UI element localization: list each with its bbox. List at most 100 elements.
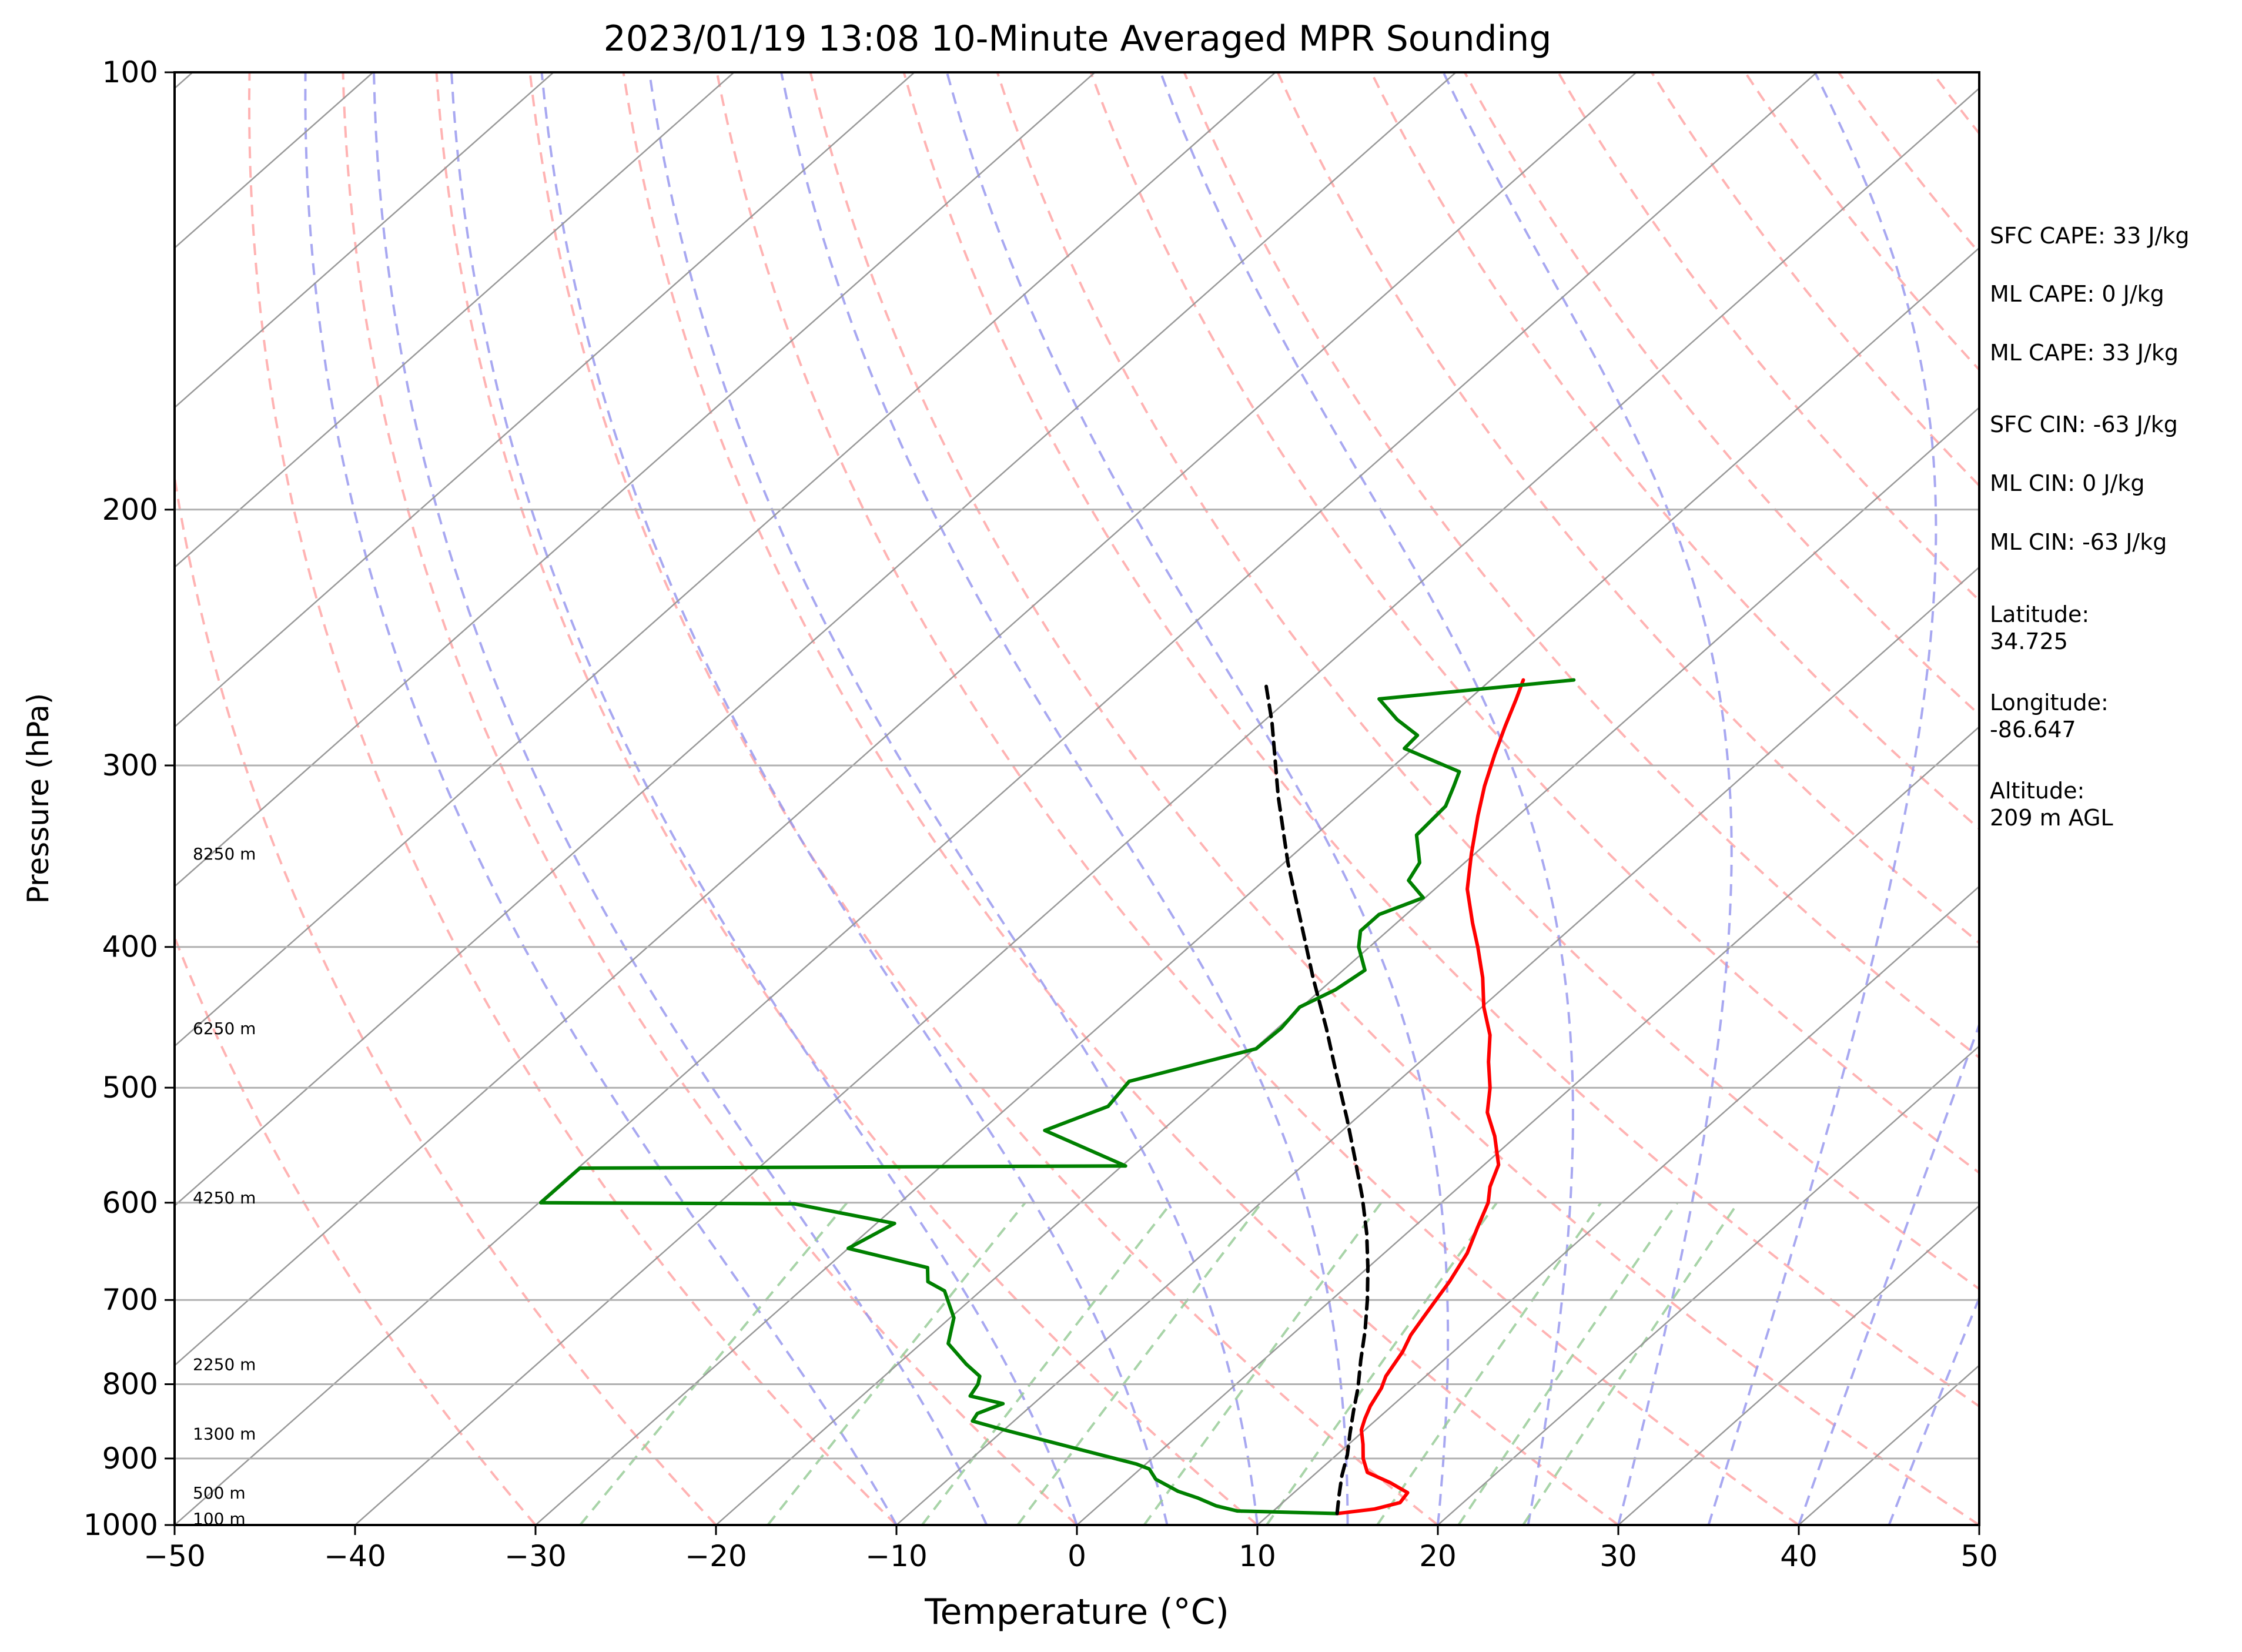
sfc-cin-text: SFC CIN: -63 J/kg [1990,412,2178,437]
dry-adiabat [902,72,1979,1408]
x-axis-label: Temperature (°C) [924,1591,1229,1633]
moist-adiabat [1707,72,1938,1525]
parcel-profile [1263,678,1370,1516]
y-tick-label: 700 [102,1283,158,1317]
dry-adiabat [175,469,717,1525]
dry-adiabat [715,72,1800,1525]
x-tick-label: 50 [1960,1539,1998,1573]
height-label: 2250 m [193,1355,256,1374]
mixing-ratio-line [1266,1202,1498,1525]
height-label: 8250 m [193,844,256,864]
y-tick-label: 600 [102,1186,158,1220]
mixing-ratio-line [579,1202,848,1525]
mixing-ratio-line [1522,1202,1739,1525]
isotherm-line [354,87,1979,1525]
isotherm-line [0,72,12,1525]
dry-adiabat [2213,72,2242,1525]
height-label: 4250 m [193,1188,256,1208]
height-label: 500 m [193,1483,246,1503]
moist-adiabat [1442,72,1733,1525]
latitude-value: 34.725 [1990,628,2068,654]
dry-adiabat [1089,72,1979,1175]
mixing-ratio-line [1016,1202,1263,1525]
moist-adiabat [945,72,1450,1525]
x-tick-label: −30 [504,1539,567,1573]
longitude-label: Longitude: [1990,690,2109,715]
dry-adiabat [1370,72,1979,831]
isotherm-line [175,72,374,249]
x-tick-label: 10 [1239,1539,1276,1573]
x-tick-label: −50 [143,1539,206,1573]
isotherm-line [715,406,1979,1525]
mixing-ratio-line [767,1202,1026,1525]
isotherm-line [175,72,1818,1525]
y-tick-label: 300 [102,748,158,782]
moist-adiabat [304,72,898,1525]
y-axis-label: Pressure (hPa) [21,693,55,904]
mixing-ratio-line [1376,1202,1602,1525]
y-tick-label: 100 [102,55,158,89]
dry-adiabat [1183,72,1979,1059]
x-tick-label: −10 [865,1539,928,1573]
y-tick-label: 500 [102,1071,158,1105]
dry-adiabat [247,72,898,1525]
dry-adiabat [528,72,1439,1525]
y-tick-label: 800 [102,1367,158,1402]
dry-adiabat [809,72,1979,1525]
isotherm-line [1437,1045,1979,1525]
y-tick-label: 900 [102,1442,158,1476]
isotherm-line [175,72,1276,1048]
ml-cape-text-2: ML CAPE: 33 J/kg [1990,340,2179,366]
altitude-label: Altitude: [1990,778,2085,804]
altitude-value: 209 m AGL [1990,805,2113,831]
height-label: 6250 m [193,1019,256,1038]
dry-adiabat [622,72,1619,1525]
mixing-ratio-line [1457,1202,1679,1525]
isotherm-line [896,566,1979,1525]
background-lines [0,72,2242,1525]
sfc-cape-text: SFC CAPE: 33 J/kg [1990,223,2190,249]
ml-cin-text-2: ML CIN: -63 J/kg [1990,529,2167,555]
longitude-value: -86.647 [1990,717,2076,743]
isotherm-line [175,72,554,409]
dry-adiabat [435,72,1259,1525]
temperature-profile [1335,678,1525,1516]
x-tick-label: 40 [1780,1539,1818,1573]
x-tick-label: 20 [1419,1539,1457,1573]
isotherm-line [1618,1205,1979,1525]
x-tick-label: −40 [324,1539,386,1573]
isotherm-line [535,247,1979,1525]
isotherm-line [1076,725,1979,1525]
pressure-gridlines [175,71,1979,1526]
plot-frame [173,71,1980,1526]
x-tick-label: 30 [1599,1539,1637,1573]
y-tick-label: 400 [102,930,158,964]
moist-adiabat [373,72,988,1525]
ml-cape-text: ML CAPE: 0 J/kg [1990,281,2164,307]
mixing-ratio-line [1143,1202,1383,1525]
dry-adiabat [1463,72,1979,717]
moist-adiabat [780,72,1349,1525]
dry-adiabat [342,72,1078,1525]
x-tick-label: −20 [685,1539,747,1573]
y-axis: 1000 900 800 700 600 500 400 300 200 100 [83,55,175,1542]
isotherm-line [175,72,1457,1207]
chart-title: 2023/01/19 13:08 10-Minute Averaged MPR … [604,18,1552,59]
ml-cin-text: ML CIN: 0 J/kg [1990,470,2145,496]
x-tick-label: 0 [1068,1539,1086,1573]
dry-adiabat [1276,72,1979,945]
isotherm-line [175,72,915,728]
moist-adiabat [450,72,1078,1525]
isotherm-line [175,72,1637,1367]
isotherm-line [175,72,735,568]
x-axis: −50 −40 −30 −20 −10 0 10 20 30 40 50 [143,1525,1998,1573]
height-label: 1300 m [193,1424,256,1443]
dry-adiabat [1744,72,1979,372]
dry-adiabat [996,72,1979,1290]
y-tick-label: 1000 [83,1508,158,1542]
y-tick-label: 200 [102,493,158,527]
moist-adiabat [1159,72,1574,1525]
moist-adiabat [540,72,1169,1525]
